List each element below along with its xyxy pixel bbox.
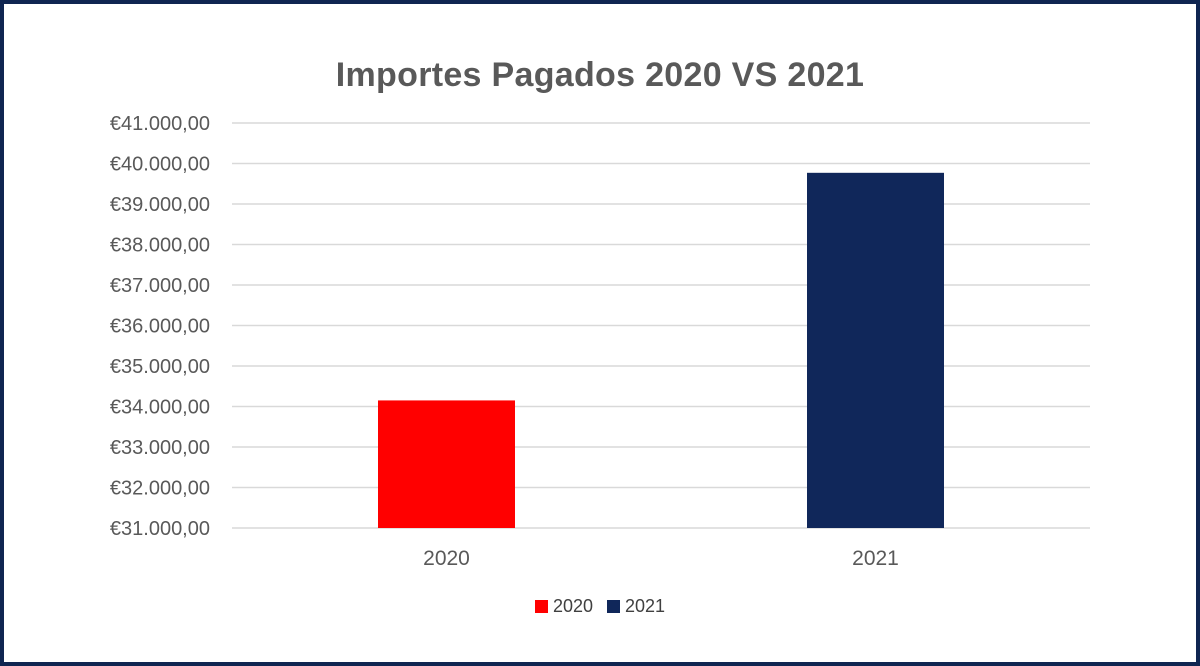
legend-swatch-2020	[534, 600, 548, 613]
y-tick-label: €33.000,00	[110, 437, 210, 459]
legend-label-2021: 2021	[625, 596, 666, 616]
y-tick-label: €37.000,00	[110, 275, 210, 297]
legend-swatch-2021	[607, 600, 620, 613]
y-tick-label: €32.000,00	[110, 478, 210, 500]
legend-label-2020: 2020	[552, 596, 593, 616]
chart-plot-area: €31.000,00 €32.000,00 €33.000,00 €34.000,00…	[110, 113, 1090, 570]
y-tick-label: €40.000,00	[110, 154, 210, 176]
x-tick-label: 2021	[852, 547, 899, 570]
y-tick-label: €35.000,00	[110, 356, 210, 378]
chart-title: Importes Pagados 2020 VS 2021	[335, 56, 865, 94]
y-tick-label: €39.000,00	[110, 194, 210, 216]
bar-2021	[807, 172, 944, 528]
legend-item-2020: 2020	[534, 596, 593, 617]
y-tick-label: €36.000,00	[110, 316, 210, 338]
y-tick-label: €31.000,00	[110, 518, 210, 540]
bar-2020	[378, 400, 515, 528]
chart-legend: 2020 2021	[4, 596, 1196, 617]
y-tick-label: €34.000,00	[110, 397, 210, 419]
legend-item-2021: 2021	[607, 596, 665, 617]
x-tick-label: 2020	[423, 547, 470, 570]
y-tick-label: €41.000,00	[110, 113, 210, 135]
y-tick-label: €38.000,00	[110, 235, 210, 257]
